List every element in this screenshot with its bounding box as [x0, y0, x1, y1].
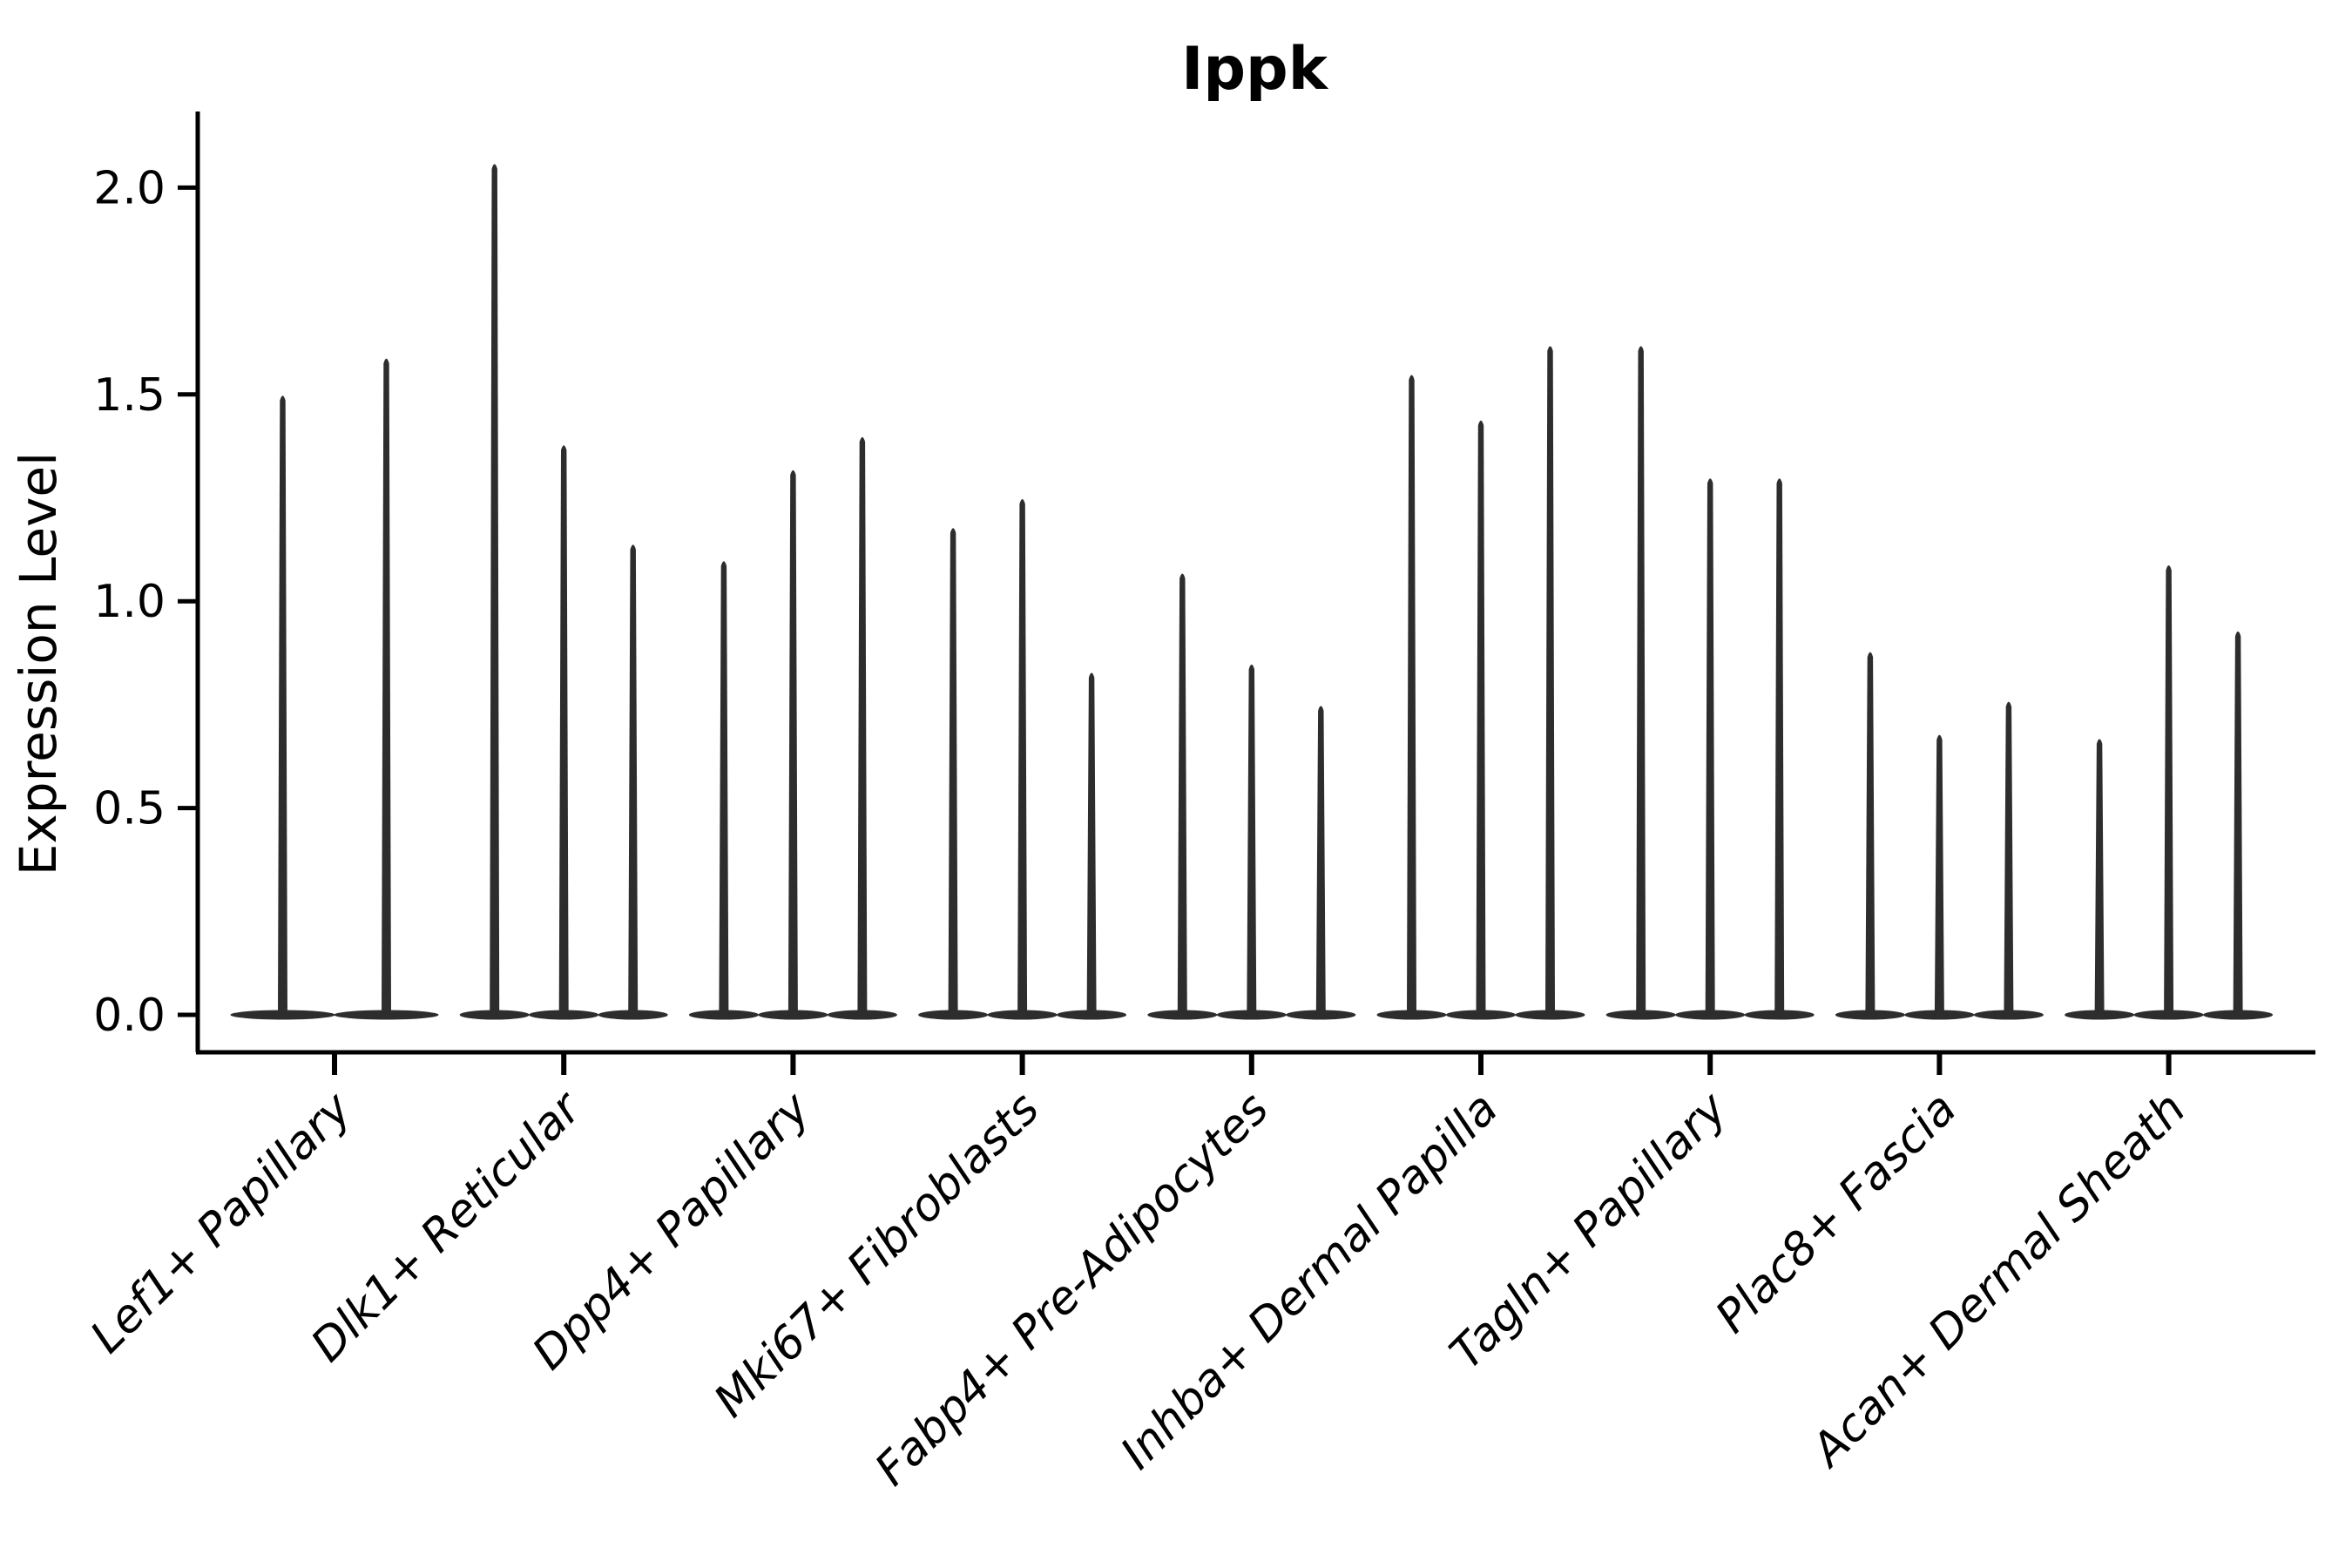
violin-spike	[1705, 478, 1715, 1016]
y-axis-label: Expression Level	[9, 452, 68, 875]
violin-spike	[2164, 564, 2174, 1016]
violin-spike	[1545, 346, 1555, 1017]
x-tick-label: Inhba+ Dermal Papilla	[1111, 1083, 1508, 1480]
x-tick-label: Fabp4+ Pre-Adipocytes	[865, 1083, 1279, 1497]
y-tick-label: 0.0	[93, 990, 166, 1042]
violin-spike	[787, 470, 798, 1016]
y-tick-label: 1.0	[93, 576, 166, 628]
violin-spike	[558, 445, 569, 1016]
violin-spike	[719, 561, 729, 1016]
y-tick-label: 1.5	[93, 369, 166, 422]
y-tick-label: 0.5	[93, 783, 166, 835]
violin-spike	[1086, 672, 1097, 1016]
violin-spike	[278, 395, 287, 1016]
x-tick-label: Plac8+ Fascia	[1706, 1083, 1966, 1343]
violin-spike	[1315, 706, 1326, 1016]
violin-spike	[628, 544, 639, 1016]
violin-spike	[1017, 499, 1028, 1016]
violin-spike	[1865, 652, 1876, 1016]
x-tick-label: Acan+ Dermal Sheath	[1801, 1083, 2196, 1478]
violin-spike	[1476, 420, 1486, 1017]
violin-spike	[490, 164, 500, 1017]
violin-spike	[382, 358, 391, 1016]
violin-spike	[948, 528, 958, 1016]
violin-spike	[1934, 734, 1944, 1016]
violin-spike	[1407, 375, 1416, 1016]
violin-spike	[1247, 664, 1257, 1016]
violin-spike	[2004, 701, 2014, 1016]
chart-title: Ippk	[1181, 35, 1329, 104]
violin-spike	[2094, 739, 2105, 1016]
violin-spike	[857, 436, 868, 1016]
y-tick-label: 2.0	[93, 162, 166, 214]
violin-spike	[1636, 346, 1646, 1017]
violin-spike	[2233, 631, 2243, 1016]
violin-spike	[1774, 478, 1785, 1016]
violin-spike	[1177, 573, 1187, 1016]
